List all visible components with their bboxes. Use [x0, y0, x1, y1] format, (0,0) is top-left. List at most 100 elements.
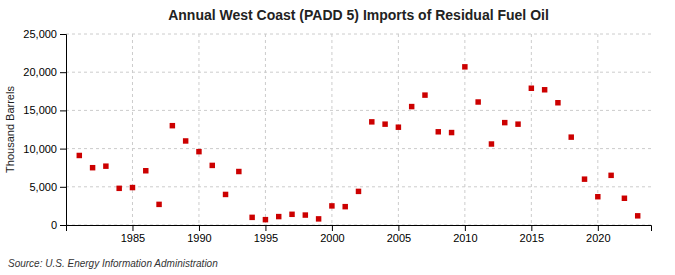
tick: 1990 — [187, 225, 211, 244]
point — [635, 213, 640, 218]
tick-mark — [398, 225, 399, 231]
tick: 15,000 — [23, 104, 66, 116]
point — [396, 124, 401, 129]
tick-mark — [132, 225, 133, 231]
tick-mark — [199, 225, 200, 231]
point — [316, 216, 321, 221]
grid-line — [66, 186, 651, 187]
tick-mark — [60, 34, 66, 35]
tick-label: 20,000 — [23, 66, 57, 78]
point — [449, 130, 454, 135]
point — [462, 64, 467, 69]
tick: 10,000 — [23, 143, 66, 155]
grid — [66, 34, 651, 225]
tick: 2020 — [586, 225, 610, 244]
grid-line — [531, 34, 532, 225]
point — [183, 138, 188, 143]
point — [622, 196, 627, 201]
grid-line — [265, 34, 266, 225]
title: Annual West Coast (PADD 5) Imports of Re… — [168, 7, 549, 23]
point — [342, 204, 347, 209]
grid-line — [132, 34, 133, 225]
tick-mark — [465, 225, 466, 231]
tick-label: 15,000 — [23, 104, 57, 116]
point — [303, 212, 308, 217]
point — [77, 153, 82, 158]
point — [143, 168, 148, 173]
tick-label: 25,000 — [23, 28, 57, 40]
tick: 1995 — [254, 225, 278, 244]
chart: 1985 1990 1995 2000 2005 2010 2015 2020 0 5,000 10… — [0, 0, 675, 275]
tick-mark — [531, 225, 532, 231]
point — [582, 176, 587, 181]
grid-line — [66, 110, 651, 111]
axis-line — [60, 35, 67, 226]
point — [103, 163, 108, 168]
y-axis: 0 5,000 10,000 15,000 20,000 25,000 — [23, 28, 66, 231]
point — [595, 194, 600, 199]
x-axis: 1985 1990 1995 2000 2005 2010 2015 2020 — [67, 225, 652, 244]
grid-line — [331, 34, 332, 225]
tick-mark — [265, 225, 266, 231]
tick-mark — [60, 225, 66, 226]
tick: 2010 — [453, 225, 477, 244]
tick-label: 2015 — [520, 232, 544, 244]
tick: 20,000 — [23, 66, 66, 78]
plot-area: 1985 1990 1995 2000 2005 2010 2015 2020 0 5,000 10… — [23, 28, 651, 244]
tick: 25,000 — [23, 28, 66, 40]
point — [249, 215, 254, 220]
point — [382, 121, 387, 126]
tick-label: 2020 — [586, 232, 610, 244]
tick: 2005 — [387, 225, 411, 244]
tick-mark — [598, 225, 599, 231]
tick-label: 2010 — [453, 232, 477, 244]
point — [130, 185, 135, 190]
point — [422, 92, 427, 97]
tick: 2000 — [320, 225, 344, 244]
point — [289, 212, 294, 217]
point — [276, 214, 281, 219]
point — [489, 141, 494, 146]
tick-label: 10,000 — [23, 143, 57, 155]
point — [90, 165, 95, 170]
tick-mark — [332, 225, 333, 231]
point — [568, 134, 573, 139]
tick: 0 — [51, 219, 66, 231]
point — [529, 86, 534, 91]
point — [475, 99, 480, 104]
tick-mark — [60, 187, 66, 188]
points — [77, 64, 641, 222]
tick-mark — [60, 110, 66, 111]
point — [515, 121, 520, 126]
point — [356, 189, 361, 194]
tick-mark — [60, 149, 66, 150]
tick-label: 2005 — [387, 232, 411, 244]
point — [608, 173, 613, 178]
tick-label: 1995 — [254, 232, 278, 244]
grid-line — [66, 34, 651, 35]
y-axis-label: Thousand Barrels — [4, 86, 16, 173]
grid-line — [464, 34, 465, 225]
point — [156, 202, 161, 207]
point — [555, 100, 560, 105]
point — [116, 186, 121, 191]
tick-mark — [60, 72, 66, 73]
point — [369, 119, 374, 124]
point — [170, 123, 175, 128]
point — [329, 203, 334, 208]
tick: 1985 — [121, 225, 145, 244]
point — [196, 149, 201, 154]
point — [542, 87, 547, 92]
tick-label: 0 — [51, 219, 57, 231]
tick-label: 2000 — [320, 232, 344, 244]
point — [409, 104, 414, 109]
grid-line — [66, 72, 651, 73]
point — [436, 129, 441, 134]
tick: 5,000 — [29, 181, 66, 193]
point — [223, 192, 228, 197]
point — [502, 120, 507, 125]
axis-line — [67, 226, 652, 232]
point — [263, 217, 268, 222]
tick-label: 5,000 — [29, 181, 57, 193]
tick: 2015 — [520, 225, 544, 244]
